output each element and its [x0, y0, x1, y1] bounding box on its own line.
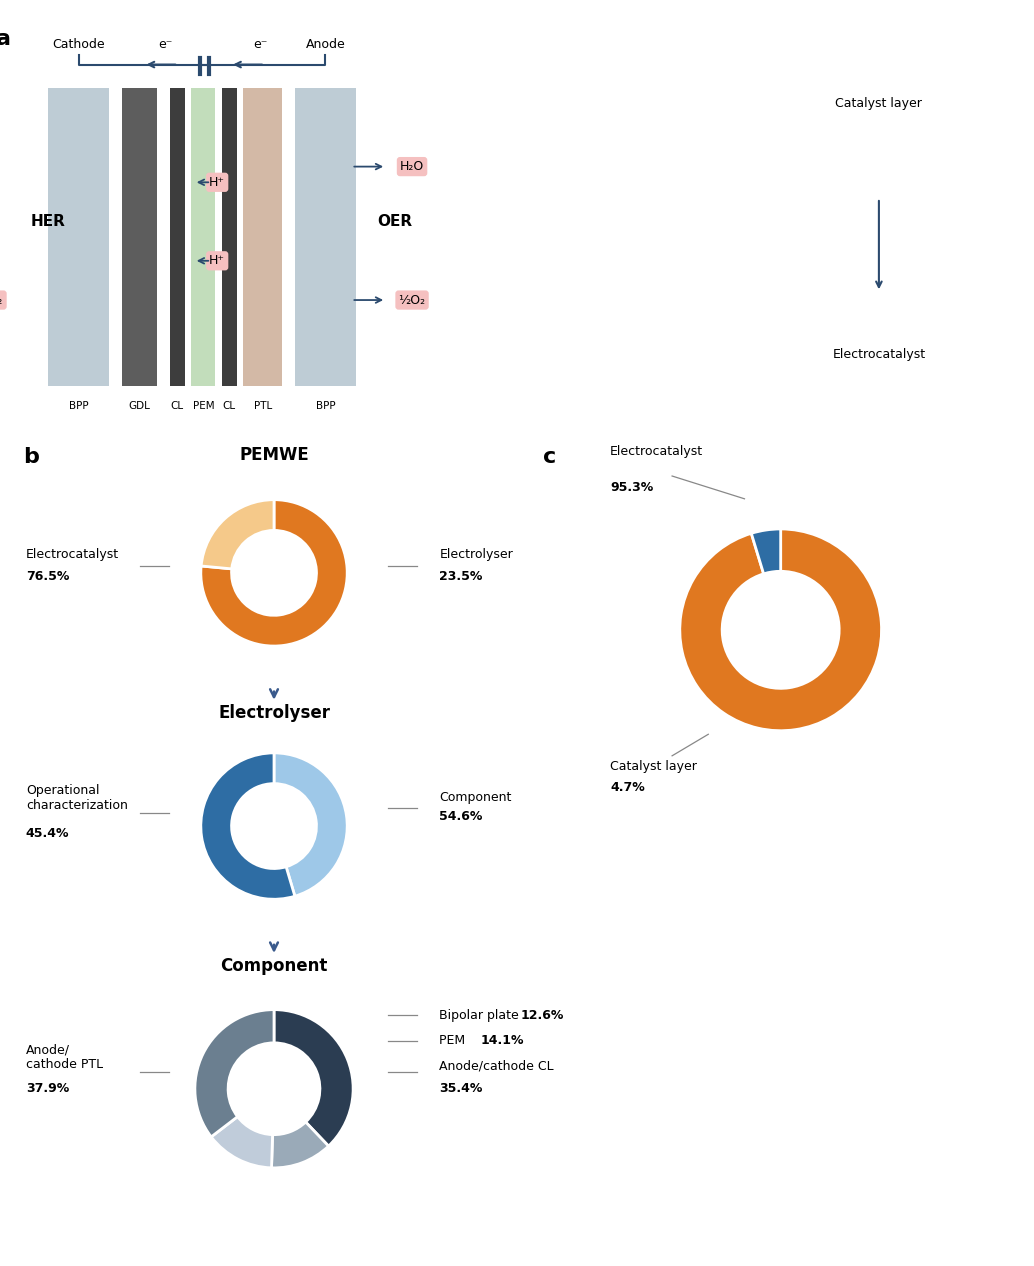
Bar	[122, 89, 156, 386]
Text: PTL: PTL	[254, 401, 272, 411]
Text: PEM: PEM	[439, 1034, 474, 1047]
Text: 37.9%: 37.9%	[26, 1082, 69, 1095]
Text: 54.6%: 54.6%	[439, 810, 483, 823]
Text: c: c	[543, 447, 556, 467]
Text: Electrocatalyst: Electrocatalyst	[610, 446, 703, 458]
Text: H₂O: H₂O	[400, 160, 424, 173]
Text: 23.5%: 23.5%	[439, 570, 483, 582]
Text: BPP: BPP	[69, 401, 89, 411]
Text: H⁺: H⁺	[209, 254, 225, 267]
Text: Anode/
cathode PTL: Anode/ cathode PTL	[26, 1043, 103, 1071]
Text: e⁻: e⁻	[253, 38, 268, 52]
Text: e⁻: e⁻	[158, 38, 173, 52]
Text: OER: OER	[377, 214, 413, 229]
Text: CL: CL	[171, 401, 184, 411]
Text: CL: CL	[222, 401, 236, 411]
Text: Electrocatalyst: Electrocatalyst	[832, 348, 925, 362]
Text: 76.5%: 76.5%	[26, 570, 69, 582]
Text: 14.1%: 14.1%	[481, 1034, 524, 1047]
Text: Component: Component	[220, 957, 328, 975]
Text: 12.6%: 12.6%	[520, 1009, 564, 1022]
Text: Component: Component	[439, 791, 512, 804]
Wedge shape	[202, 500, 274, 568]
Text: PEMWE: PEMWE	[239, 446, 309, 463]
Text: Electrolyser: Electrolyser	[439, 548, 513, 561]
Bar	[295, 89, 356, 386]
Text: PEM: PEM	[192, 401, 214, 411]
Text: 95.3%: 95.3%	[610, 481, 653, 494]
Text: 45.4%: 45.4%	[26, 827, 69, 839]
Text: Electrolyser: Electrolyser	[218, 704, 330, 722]
Text: b: b	[23, 447, 38, 467]
Text: Operational
characterization: Operational characterization	[26, 784, 128, 812]
Text: H⁺: H⁺	[209, 176, 225, 189]
Bar	[170, 89, 185, 386]
Text: BPP: BPP	[315, 401, 335, 411]
Text: Catalyst layer: Catalyst layer	[610, 760, 697, 772]
Text: Bipolar plate: Bipolar plate	[439, 1009, 527, 1022]
Text: ½O₂: ½O₂	[398, 294, 426, 306]
Wedge shape	[194, 1010, 274, 1137]
Bar	[49, 89, 109, 386]
Wedge shape	[274, 753, 347, 896]
Text: Catalyst layer: Catalyst layer	[835, 97, 922, 110]
Text: 35.4%: 35.4%	[439, 1082, 483, 1095]
Wedge shape	[201, 753, 295, 899]
Wedge shape	[272, 1122, 329, 1167]
Bar	[243, 89, 282, 386]
Text: a: a	[0, 29, 11, 49]
Wedge shape	[752, 529, 781, 573]
Wedge shape	[274, 1010, 354, 1146]
Wedge shape	[211, 1117, 273, 1167]
Text: HER: HER	[31, 214, 66, 229]
Text: 4.7%: 4.7%	[610, 781, 645, 794]
Bar	[191, 89, 215, 386]
Wedge shape	[679, 529, 882, 730]
Text: Anode/cathode CL: Anode/cathode CL	[439, 1060, 554, 1072]
Text: Cathode: Cathode	[53, 38, 105, 52]
Text: Electrocatalyst: Electrocatalyst	[26, 548, 119, 561]
Text: Anode: Anode	[306, 38, 345, 52]
Text: H₂: H₂	[0, 294, 3, 306]
Wedge shape	[201, 500, 347, 646]
Text: GDL: GDL	[128, 401, 150, 411]
Bar	[221, 89, 237, 386]
